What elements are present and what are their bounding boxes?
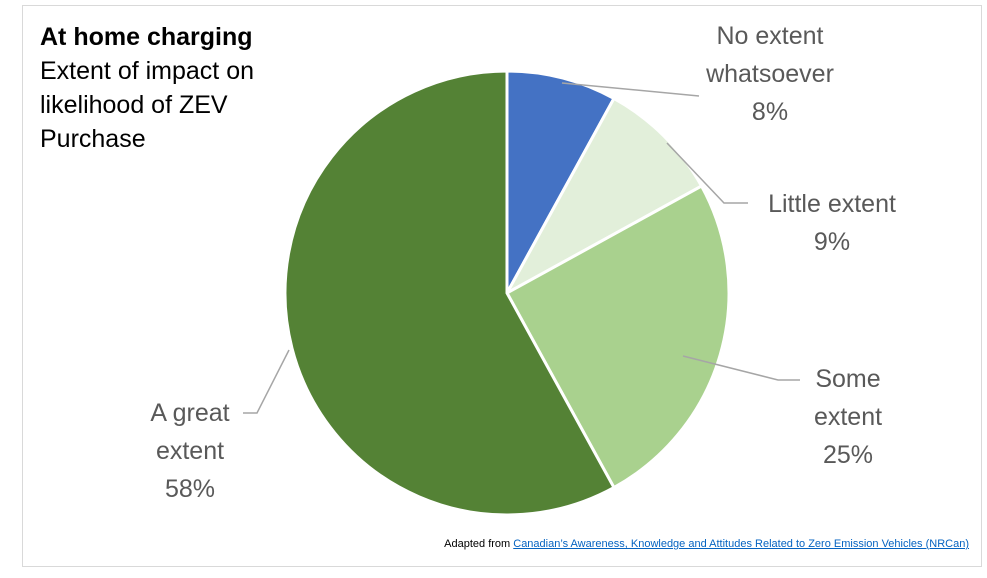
slice-label-line: extent: [814, 403, 882, 431]
chart-subtitle: Extent of impact on likelihood of ZEV Pu…: [40, 57, 255, 153]
slice-label-line: Little extent: [768, 190, 896, 218]
chart-title: At home charging: [40, 23, 253, 51]
slice-label: Some extent 25%: [814, 365, 882, 469]
pie-slice: [283, 69, 616, 517]
pie-slice: [505, 69, 616, 294]
slice-percent: 58%: [165, 475, 215, 503]
slice-percent: 8%: [752, 98, 788, 126]
slice-label: A great extent 58%: [150, 399, 229, 503]
leader-line: [666, 142, 748, 204]
slice-percent: 25%: [823, 441, 873, 469]
slice-label-line: A great: [150, 399, 229, 427]
slice-label-line: extent: [156, 437, 224, 465]
source-prefix: Adapted from: [444, 538, 514, 550]
leader-line: [561, 82, 700, 97]
chart-title-block: At home charging Extent of impact on lik…: [40, 20, 330, 156]
pie-slice: [503, 96, 704, 297]
leader-line: [243, 349, 290, 414]
source-note: Adapted from Canadian’s Awareness, Knowl…: [444, 538, 969, 550]
slice-label: Little extent 9%: [768, 190, 896, 256]
leader-line: [682, 355, 800, 381]
slice-label-line: Some: [815, 365, 880, 393]
slice-label-line: No extent: [716, 22, 823, 50]
slice-label: No extent whatsoever 8%: [705, 22, 834, 126]
slice-percent: 9%: [814, 228, 850, 256]
slice-label-line: whatsoever: [705, 60, 834, 88]
pie-slice: [504, 184, 731, 490]
source-link[interactable]: Canadian’s Awareness, Knowledge and Atti…: [513, 538, 969, 550]
